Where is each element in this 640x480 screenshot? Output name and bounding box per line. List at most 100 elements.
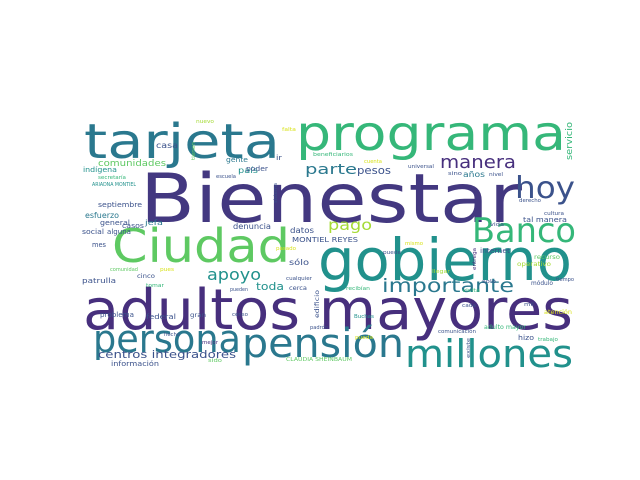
word-modulo: módulo — [531, 280, 553, 287]
word-pension: pensión — [242, 321, 404, 367]
word-importante: importante — [382, 275, 514, 297]
word-programa: programa — [296, 106, 566, 162]
word-comunicacion: comunicación — [438, 328, 476, 335]
word-poder: poder — [246, 165, 268, 173]
word-pais: país — [238, 166, 258, 175]
word-ariadna-montiel: ARIADNA MONTIEL — [92, 182, 136, 188]
word-social: social — [82, 228, 104, 236]
word-servicio: servicio — [565, 121, 575, 160]
word-toda: toda — [256, 280, 284, 293]
word-millones: millones — [405, 332, 573, 376]
word-beneficiarios: beneficiarios — [313, 152, 353, 158]
word-jefa: jefa — [144, 219, 163, 227]
word-escuela: escuela — [216, 174, 236, 180]
word-ir: ir — [276, 154, 282, 162]
word-gran: gran — [190, 312, 206, 319]
word-padron: padrón — [310, 324, 328, 331]
word-ciudad: Ciudad — [112, 219, 290, 273]
word-edificio: edificio — [314, 290, 321, 318]
word-visita: visita — [462, 288, 480, 294]
word-recurso: recurso — [534, 254, 560, 261]
word-pueda: pueda — [355, 335, 373, 341]
word-pasado: pasado — [276, 246, 296, 252]
word-pues: pues — [160, 267, 174, 273]
word-cultura: cultura — [544, 211, 564, 217]
word-patrulla: patrulla — [82, 277, 116, 285]
word-cualquier: cualquier — [286, 276, 313, 282]
word-hecho: hecho — [164, 332, 180, 338]
word-comunidades: comunidades — [98, 159, 166, 169]
word-datos: datos — [290, 226, 314, 235]
word-cinco: cinco — [137, 273, 155, 280]
word-bienestar: Bienestar — [140, 160, 522, 239]
word-adultos-mayores: adultos mayores — [83, 278, 573, 343]
word-indigena: indígena — [83, 166, 117, 174]
word-tarjeta: tarjeta — [84, 114, 280, 170]
word-atencion: atención — [544, 309, 572, 316]
word-falta: falta — [282, 127, 296, 133]
word-banco: Banco — [472, 211, 576, 251]
word-mejor: mejor — [202, 340, 219, 346]
word-sistema: sistema — [273, 183, 279, 203]
word-universal: universal — [408, 164, 434, 170]
word-cuenta: cuenta — [364, 159, 382, 165]
word-solo-2: solo — [482, 279, 496, 285]
word-vida: vida — [490, 222, 504, 228]
word-censo: censo — [232, 312, 248, 318]
word-sino: sino — [448, 171, 462, 177]
cloud-background — [81, 112, 575, 374]
word-gente: gente — [226, 156, 248, 164]
word-manera: manera — [440, 152, 516, 173]
word-montiel-reyes: MONTIEL REYES — [292, 236, 359, 244]
word-informacion: información — [111, 360, 159, 368]
word-esfuerzo: esfuerzo — [85, 211, 119, 220]
word-adulto-mayor: adulto mayor — [484, 324, 527, 331]
word-parte: parte — [305, 162, 357, 178]
word-persona: persona — [93, 317, 241, 361]
word-hoy: hoy — [515, 171, 575, 206]
word-buchas: Buchas — [354, 314, 374, 320]
word-recibian: recibían — [346, 285, 370, 292]
word-llegar: llegar — [432, 269, 451, 275]
word-entrega: entrega — [472, 248, 478, 270]
word-casos: casos — [122, 222, 144, 230]
word-comunidad: comunidad — [110, 267, 138, 273]
word-denuncia: denuncia — [233, 222, 271, 231]
word-tiempo: tiempo — [556, 277, 574, 283]
word-secretaria: secretaría — [98, 174, 126, 181]
word-pago: pago — [328, 216, 372, 234]
word-mes: mes — [92, 241, 106, 249]
word-pueden: pueden — [230, 287, 248, 293]
word-claudia-sheinbaum: CLAUDIA SHEINBAUM — [286, 357, 352, 363]
word-existe: existe — [466, 338, 472, 358]
word-pesos: pesos — [357, 164, 391, 177]
word-cerca: cerca — [289, 285, 307, 292]
word-nuevo: nuevo — [196, 119, 214, 125]
word-apoyo: apoyo — [207, 265, 261, 284]
word-puede: puede — [383, 250, 401, 256]
word-derecho: derecho — [519, 198, 541, 204]
word-tienen: tienen — [191, 142, 197, 160]
word-tal-manera: tal manera — [523, 216, 567, 224]
word-mismo: mismo — [405, 241, 423, 247]
word-cada: cada — [462, 303, 476, 309]
word-mil: mil — [524, 302, 534, 308]
word-casa: casa — [156, 141, 178, 150]
word-federal: federal — [146, 313, 176, 321]
word-operativo: operativo — [517, 261, 551, 268]
word-internet: internet — [480, 247, 510, 255]
word-nivel: nivel — [489, 172, 503, 178]
word-centros-integradores: centros integradores — [98, 348, 236, 361]
word-septiembre: septiembre — [98, 201, 142, 209]
word-general: general — [100, 219, 130, 227]
word-gobierno: gobierno — [318, 226, 572, 294]
word-alguna: alguna — [107, 228, 131, 236]
word-solo: sólo — [289, 257, 309, 267]
word-hizo: hizo — [518, 334, 534, 342]
word-tomar: tomar — [146, 283, 165, 289]
word-anos: años — [463, 170, 485, 179]
word-problema: problema — [100, 311, 134, 319]
word-sido: sido — [208, 358, 222, 364]
word-trabajo: trabajo — [538, 337, 558, 343]
